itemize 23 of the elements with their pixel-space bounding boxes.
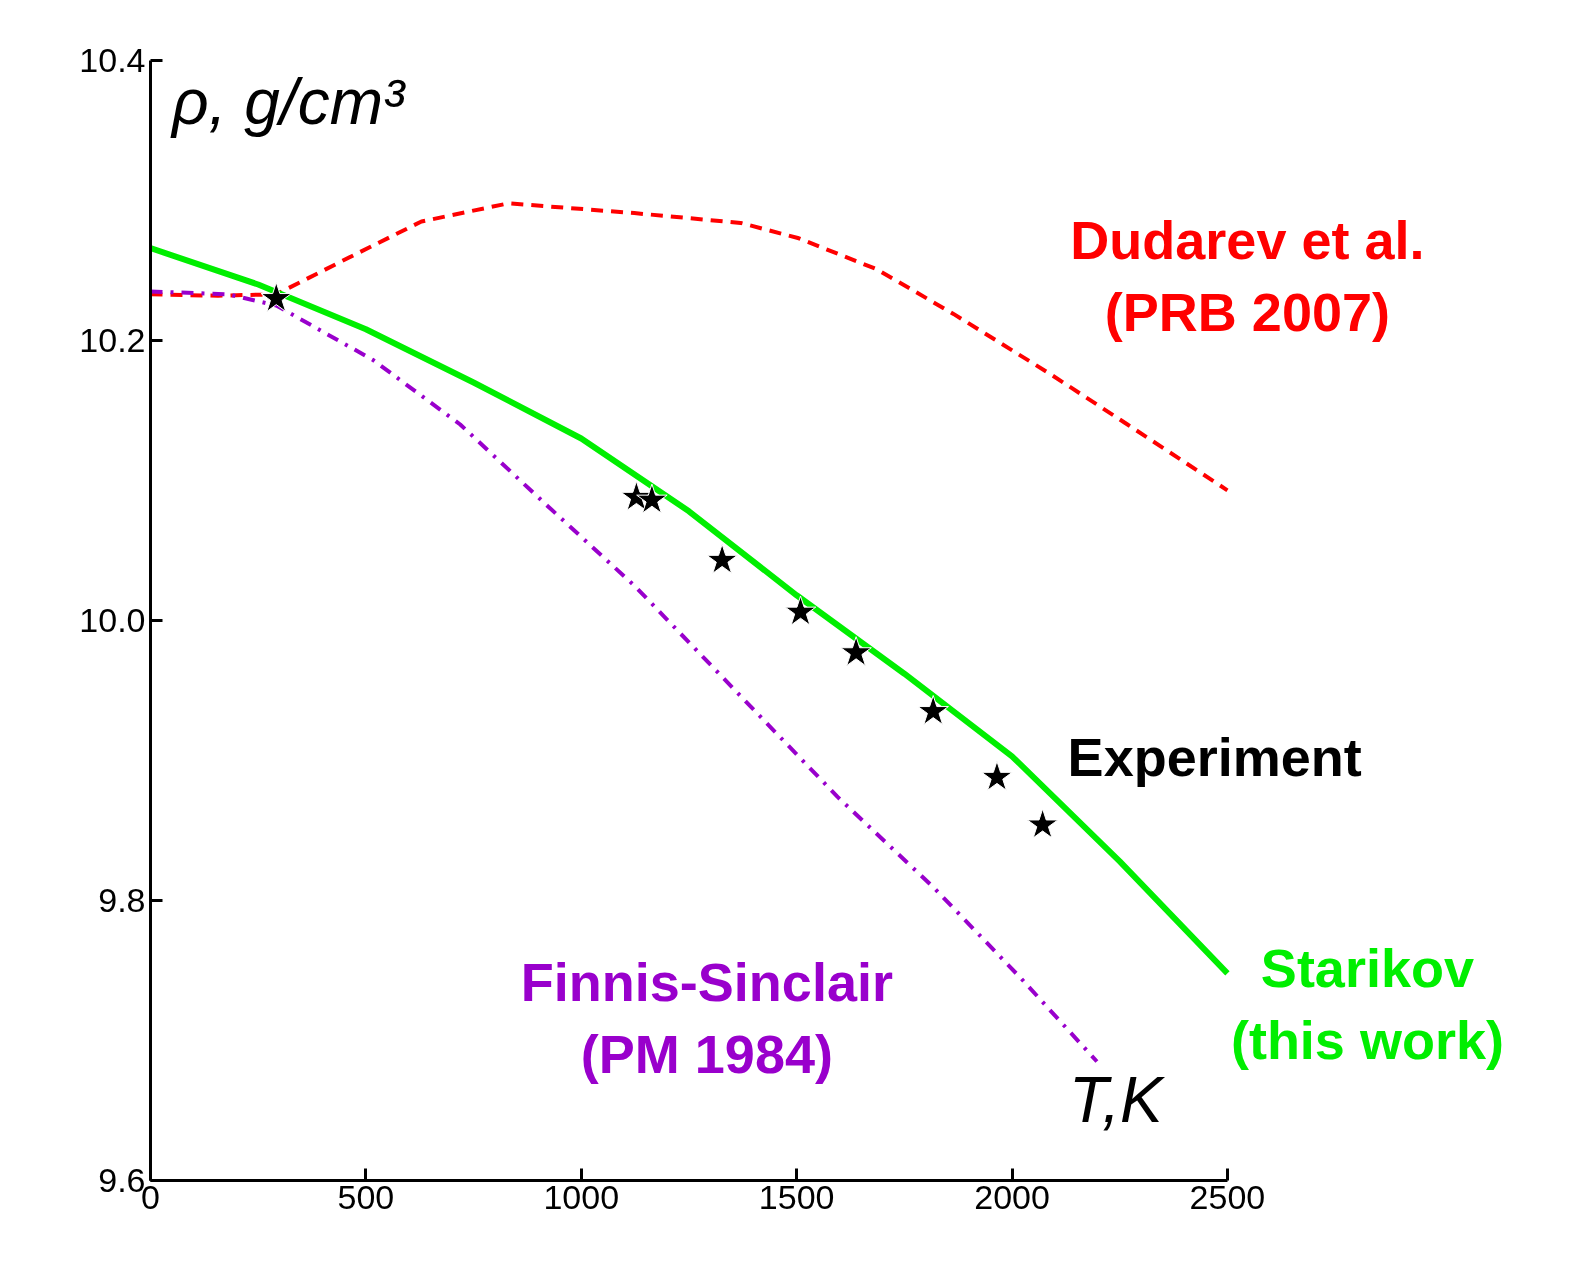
y-tick-label: 10.2 (79, 321, 146, 359)
x-axis-title: T,K (1069, 1063, 1167, 1136)
y-tick-label: 10.0 (79, 601, 146, 639)
point (840, 636, 872, 667)
point (784, 595, 817, 626)
y-tick-label: 9.8 (98, 881, 146, 919)
point (1026, 808, 1059, 839)
series-label: Dudarev et al. (PRB 2007) (1070, 210, 1425, 343)
x-tick-label: 1500 (758, 1177, 835, 1216)
point (260, 282, 292, 312)
series-label: Finnis-Sinclair (PM 1984) (520, 951, 893, 1084)
y-axis-title: ρ, g/cm³ (170, 65, 406, 138)
series-label: Starikov (this work) (1230, 938, 1504, 1071)
x-tick-label: 500 (337, 1177, 395, 1216)
point (636, 483, 668, 514)
point (917, 695, 949, 725)
series-label: Experiment (1067, 726, 1362, 787)
y-tick-label: 10.4 (79, 41, 146, 79)
x-tick-label: 2000 (974, 1177, 1050, 1216)
x-tick-label: 1000 (543, 1177, 620, 1216)
x-tick-label: 2500 (1189, 1177, 1266, 1216)
point (981, 760, 1013, 791)
point (706, 543, 738, 574)
